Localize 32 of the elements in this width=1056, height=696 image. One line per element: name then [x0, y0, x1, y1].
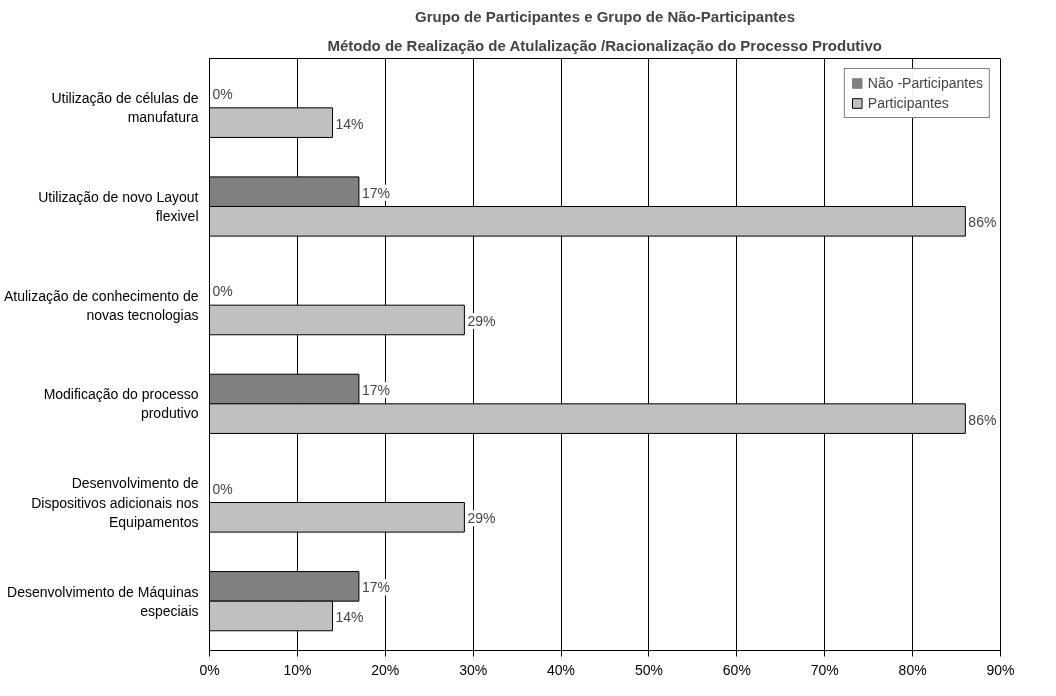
data-label: 14%	[335, 115, 364, 132]
x-tick-label: 80%	[898, 661, 927, 678]
x-tick-label: 60%	[722, 661, 751, 678]
x-tick-label: 30%	[459, 661, 488, 678]
data-label: 17%	[361, 579, 390, 596]
y-tick-label: Modificação do processo produtivo	[43, 386, 199, 422]
data-label: 0%	[212, 86, 233, 103]
data-label: 17%	[361, 382, 390, 399]
chart-subtitle: Método de Realização de Atulalização /Racionalização do Processo Produtivo	[327, 36, 883, 54]
data-label: 86%	[968, 214, 997, 231]
x-tick-label: 10%	[283, 661, 312, 678]
legend-label: Não -Participantes	[867, 75, 983, 91]
y-tick-label: Desenvolvimento de Dispositivos adicionais nos Equipamentos	[31, 475, 199, 530]
y-tick-label: Utilização de células de manufatura	[51, 90, 199, 126]
data-label: 86%	[968, 411, 997, 428]
data-label: 17%	[361, 184, 390, 201]
y-tick-label: Utilização de novo Layout flexivel	[38, 188, 199, 225]
y-tick-label: Atulização de conhecimento de novas tecnologias	[3, 287, 199, 323]
data-label: 29%	[467, 312, 496, 329]
y-tick-label: Desenvolvimento de Máquinas especiais	[7, 583, 199, 619]
data-label: 0%	[212, 283, 233, 300]
x-tick-label: 40%	[547, 661, 576, 678]
x-tick-label: 20%	[371, 661, 400, 678]
legend-label: Participantes	[867, 95, 949, 111]
x-tick-label: 70%	[810, 661, 839, 678]
chart-title: Grupo de Participantes e Grupo de Não-Participantes	[414, 7, 796, 25]
data-label: 14%	[335, 608, 364, 625]
data-label: 0%	[212, 480, 233, 497]
x-tick-label: 50%	[634, 661, 663, 678]
x-tick-label: 90%	[986, 661, 1015, 678]
data-label: 29%	[467, 510, 496, 527]
x-tick-label: 0%	[199, 661, 220, 678]
